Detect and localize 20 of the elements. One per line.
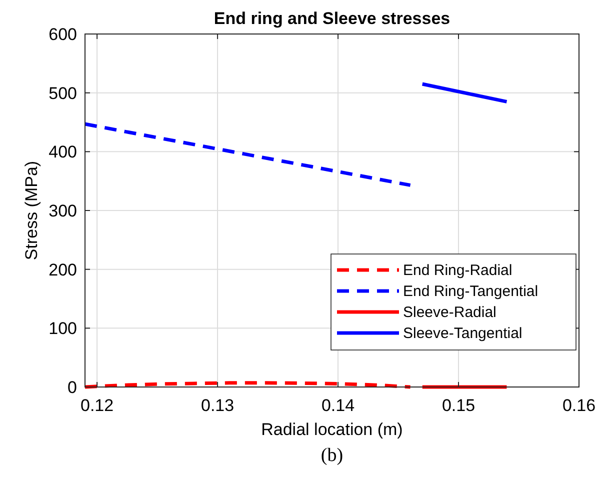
x-tick-label: 0.12 [80, 396, 114, 415]
text: (b) [320, 445, 344, 466]
x-axis-title: Radial location (m) [261, 420, 403, 439]
x-tick-label: 0.16 [562, 396, 596, 415]
y-axis-title: Stress (MPa) [22, 160, 41, 260]
y-tick-label: 0 [68, 378, 77, 397]
x-tick-label: 0.13 [200, 396, 234, 415]
x-tick-label: 0.14 [321, 396, 355, 415]
y-tick-label: 200 [48, 260, 77, 280]
x-tick-label: 0.15 [442, 396, 476, 415]
legend-label: End Ring-Tangential [403, 283, 538, 300]
chart-title: End ring and Sleeve stresses [214, 9, 450, 28]
legend-label: Sleeve-Tangential [403, 325, 522, 342]
legend-label: End Ring-Radial [403, 262, 512, 279]
y-tick-label: 100 [48, 319, 77, 338]
y-tick-label: 600 [48, 25, 77, 44]
y-tick-label: 500 [48, 84, 77, 103]
y-tick-label: 300 [48, 202, 77, 220]
legend-label: Sleeve-Radial [403, 304, 496, 321]
y-tick-label: 400 [48, 142, 77, 162]
